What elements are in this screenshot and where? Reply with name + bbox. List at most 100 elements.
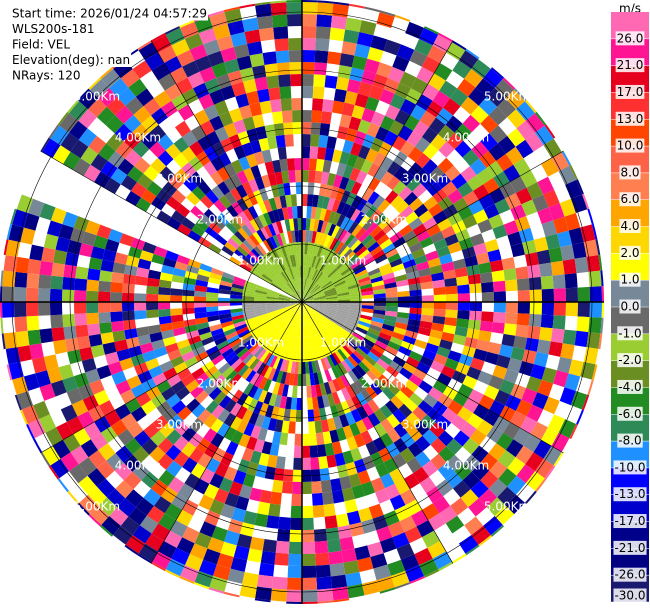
- radar-texture: [317, 600, 334, 604]
- radar-texture: [73, 302, 87, 314]
- radar-texture: [282, 270, 290, 282]
- radar-texture: [385, 400, 399, 414]
- radar-texture: [229, 373, 242, 386]
- radar-texture: [507, 128, 526, 147]
- colorbar-tick-label: 21.0: [617, 58, 644, 72]
- radar-texture: [345, 398, 357, 412]
- radar-texture: [180, 565, 199, 583]
- radar-texture: [484, 351, 499, 365]
- radar-texture: [311, 230, 317, 244]
- radar-texture: [298, 302, 302, 314]
- radar-texture: [543, 138, 562, 158]
- radar-texture: [137, 173, 153, 190]
- radar-texture: [588, 317, 602, 334]
- radar-texture: [77, 411, 95, 428]
- radar-texture: [74, 313, 88, 326]
- radar-texture: [298, 290, 302, 302]
- radar-texture: [376, 336, 390, 346]
- radar-texture: [248, 342, 260, 353]
- radar-texture: [507, 357, 523, 373]
- radar-texture: [227, 568, 245, 584]
- radar-texture: [235, 496, 250, 511]
- header-line: Field: VEL: [12, 38, 70, 52]
- radar-texture: [446, 42, 466, 61]
- radar-texture: [336, 162, 347, 177]
- radar-texture: [293, 293, 302, 302]
- radar-texture: [287, 281, 296, 293]
- radar-texture: [279, 305, 291, 311]
- radar-texture: [275, 134, 286, 148]
- radar-texture: [481, 311, 494, 323]
- radar-texture: [286, 0, 302, 3]
- radar-texture: [184, 554, 204, 571]
- radar-texture: [274, 38, 289, 52]
- radar-texture: [370, 320, 384, 328]
- radar-texture: [310, 457, 320, 470]
- radar-texture: [302, 302, 311, 311]
- radar-texture: [297, 302, 302, 314]
- radar-texture: [299, 278, 302, 291]
- radar-texture: [481, 281, 494, 293]
- radar-texture: [346, 436, 358, 451]
- radar-texture: [286, 1, 302, 15]
- radar-texture: [200, 468, 215, 484]
- radar-texture: [408, 217, 423, 231]
- radar-texture: [379, 537, 397, 554]
- radar-texture: [292, 294, 302, 302]
- radar-texture: [574, 256, 589, 274]
- radar-texture: [489, 259, 504, 272]
- radar-texture: [323, 285, 335, 293]
- radar-texture: [254, 374, 264, 388]
- radar-texture: [382, 221, 396, 234]
- radar-texture: [501, 257, 516, 271]
- radar-texture: [352, 350, 365, 362]
- radar-texture: [600, 317, 604, 334]
- radar-texture: [297, 290, 302, 302]
- radar-texture: [127, 421, 144, 438]
- radar-texture: [5, 239, 21, 257]
- radar-texture: [63, 434, 81, 453]
- radar-texture: [59, 113, 79, 133]
- radar-texture: [348, 473, 362, 488]
- radar-texture: [294, 292, 302, 302]
- radar-texture: [438, 141, 455, 158]
- radar-texture: [345, 319, 358, 327]
- radar-texture: [187, 71, 205, 89]
- radar-texture: [124, 149, 142, 167]
- radar-texture: [266, 298, 279, 301]
- radar-texture: [317, 232, 325, 245]
- radar-texture: [191, 403, 206, 418]
- radar-texture: [324, 222, 333, 235]
- radar-texture: [473, 209, 489, 224]
- radar-texture: [359, 317, 372, 325]
- radar-texture: [266, 515, 280, 529]
- radar-texture: [274, 394, 282, 408]
- radar-texture: [333, 1, 350, 6]
- radar-texture: [416, 261, 430, 271]
- colorbar-tick-label: -13.0: [614, 487, 645, 501]
- radar-texture: [302, 158, 310, 171]
- radar-texture: [342, 450, 354, 465]
- radar-texture: [171, 94, 188, 111]
- radar-texture: [317, 395, 325, 409]
- radar-texture: [157, 453, 174, 470]
- tick-bg: [617, 379, 643, 394]
- radar-texture: [239, 262, 252, 272]
- colorbar-tick-label: 10.0: [617, 139, 644, 153]
- radar-texture: [394, 582, 411, 590]
- radar-texture: [65, 252, 79, 267]
- radar-texture: [285, 323, 293, 335]
- radar-texture: [101, 516, 121, 536]
- radar-texture: [333, 416, 343, 430]
- radar-texture: [344, 274, 357, 283]
- radar-texture: [306, 206, 312, 219]
- radar-texture: [302, 290, 306, 302]
- radar-texture: [408, 373, 423, 387]
- radar-texture: [492, 280, 506, 292]
- radar-texture: [312, 288, 323, 296]
- radar-texture: [402, 335, 417, 345]
- radar-texture: [279, 395, 287, 409]
- radar-texture: [473, 242, 488, 256]
- radar-texture: [457, 310, 470, 320]
- radar-texture: [294, 325, 299, 338]
